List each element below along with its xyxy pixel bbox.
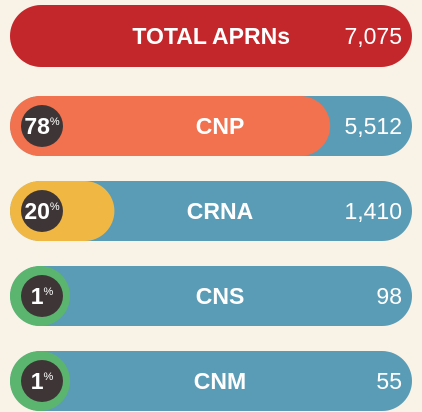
category-label: CRNA — [187, 198, 253, 224]
share-number: 78 — [24, 113, 50, 139]
share-unit: % — [50, 116, 60, 128]
share-number: 1 — [31, 283, 44, 309]
share-label: 1% — [31, 283, 54, 309]
value-label: 55 — [376, 368, 402, 394]
category-label: CNS — [196, 283, 245, 309]
share-label: 78% — [24, 113, 60, 139]
share-badge — [21, 360, 63, 402]
category-label: CNM — [194, 368, 246, 394]
category-label: CNP — [196, 113, 245, 139]
share-number: 1 — [31, 368, 44, 394]
value-label: 1,410 — [344, 198, 402, 224]
share-label: 20% — [24, 198, 60, 224]
row-bar — [10, 351, 412, 411]
share-badge — [21, 190, 63, 232]
share-number: 20 — [24, 198, 50, 224]
total-value: 7,075 — [344, 23, 402, 49]
share-badge — [21, 105, 63, 147]
share-unit: % — [44, 286, 54, 298]
value-label: 98 — [376, 283, 402, 309]
total-title: TOTAL APRNs — [132, 23, 290, 49]
row-bar — [10, 266, 412, 326]
share-unit: % — [44, 371, 54, 383]
share-label: 1% — [31, 368, 54, 394]
total-bar — [10, 5, 412, 67]
share-fill — [10, 96, 331, 156]
row-bar — [10, 181, 412, 241]
value-label: 5,512 — [344, 113, 402, 139]
share-unit: % — [50, 201, 60, 213]
share-badge — [21, 275, 63, 317]
